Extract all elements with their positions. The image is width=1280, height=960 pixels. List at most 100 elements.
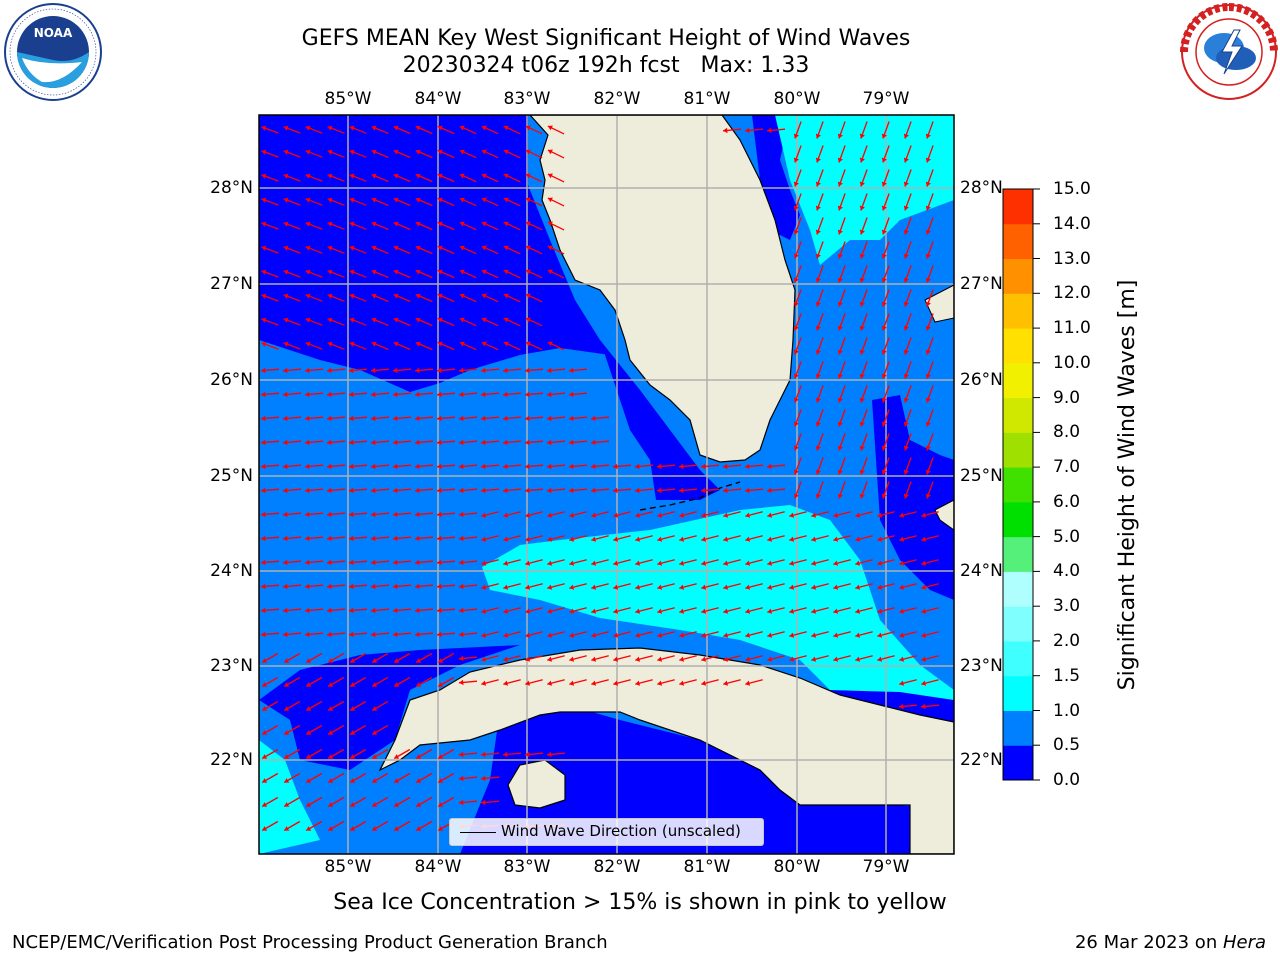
wave-direction-arrowhead (723, 487, 728, 494)
wave-direction-arrowhead (503, 197, 509, 203)
wave-direction-arrowhead (881, 445, 887, 451)
wave-direction-arrowhead (371, 631, 376, 638)
wave-direction-arrowhead (635, 656, 641, 662)
wave-direction-arrowhead (327, 245, 333, 251)
wave-direction-arrowhead (394, 778, 400, 783)
wave-direction-arrowhead (481, 799, 486, 806)
wave-direction-arrowhead (371, 197, 377, 203)
wave-direction-arrowhead (679, 656, 685, 662)
wave-direction-arrowhead (349, 463, 354, 470)
wave-direction-arrowhead (903, 133, 909, 139)
wave-direction-arrowhead (261, 317, 267, 323)
wave-direction-arrowhead (569, 487, 574, 494)
wave-direction-arrowhead (815, 229, 821, 235)
wave-direction-arrowhead (481, 317, 487, 323)
wave-direction-arrowhead (525, 512, 531, 518)
wave-direction-arrowhead (261, 173, 267, 179)
wave-direction-arrowhead (261, 535, 266, 542)
wave-direction-arrowhead (481, 149, 487, 155)
wave-direction-arrowhead (415, 607, 420, 614)
wave-direction-arrowhead (837, 229, 843, 235)
wave-direction-arrowhead (789, 512, 795, 518)
wave-direction-arrowhead (305, 535, 310, 542)
colorbar-tick-label: 2.0 (1053, 630, 1081, 651)
wave-direction-arrowhead (855, 656, 861, 662)
wave-direction-arrowhead (815, 181, 821, 187)
wave-direction-arrowhead (349, 631, 354, 638)
wave-direction-arrowhead (305, 173, 311, 179)
wave-direction-arrowhead (371, 487, 376, 494)
colorbar-band (1003, 501, 1033, 538)
lat-tick-right: 25°N (960, 466, 1003, 486)
wave-direction-arrowhead (547, 512, 553, 518)
wave-direction-arrowhead (261, 125, 267, 131)
wave-direction-arrowhead (371, 391, 376, 398)
wave-direction-arrowhead (415, 125, 421, 131)
wave-direction-arrowhead (859, 349, 865, 355)
wave-direction-arrowhead (525, 536, 531, 542)
lon-tick-bottom: 85°W (324, 857, 372, 877)
wave-direction-arrowhead (921, 608, 927, 614)
wave-direction-arrowhead (925, 421, 931, 427)
wave-direction-arrowhead (349, 245, 355, 251)
wave-direction-arrowhead (657, 512, 663, 518)
wave-direction-arrowhead (657, 680, 663, 686)
wave-direction-arrowhead (657, 656, 663, 662)
wave-direction-arrowhead (837, 181, 843, 187)
colorbar-tick-label: 9.0 (1053, 387, 1081, 408)
wave-direction-arrowhead (613, 536, 619, 542)
wave-direction-arrowhead (547, 751, 552, 758)
wave-direction-arrowhead (349, 439, 354, 446)
wave-direction-arrowhead (261, 631, 266, 638)
colorbar-label: Significant Height of Wind Waves [m] (1115, 279, 1140, 691)
wave-direction-arrowhead (327, 173, 333, 179)
wave-direction-arrowhead (459, 775, 464, 782)
wave-direction-arrowhead (327, 149, 333, 155)
lon-tick-top: 83°W (503, 89, 551, 109)
lon-tick-bottom: 82°W (593, 857, 641, 877)
wave-direction-arrowhead (283, 293, 289, 299)
colorbar (1003, 188, 1040, 781)
wave-direction-arrowhead (350, 730, 356, 735)
wave-direction-arrowhead (925, 181, 931, 187)
wave-direction-arrowhead (877, 560, 883, 566)
wave-direction-arrowhead (837, 349, 843, 355)
land-isle-of-youth (507, 759, 566, 809)
wave-direction-arrowhead (350, 802, 356, 807)
wave-direction-arrowhead (371, 415, 376, 422)
wave-direction-arrowhead (328, 754, 334, 759)
wave-direction-arrowhead (416, 658, 422, 663)
wave-direction-arrowhead (613, 656, 619, 662)
colorbar-tick-label: 5.0 (1053, 526, 1081, 547)
wave-direction-arrowhead (327, 293, 333, 299)
wave-direction-arrowhead (327, 631, 332, 638)
wave-direction-arrowhead (481, 197, 487, 203)
wave-direction-arrowhead (283, 173, 289, 179)
wave-direction-arrowhead (811, 560, 817, 566)
wave-direction-arrowhead (283, 391, 288, 398)
wave-direction-arrowhead (481, 680, 487, 686)
wave-direction-arrowhead (837, 325, 843, 331)
wave-direction-arrowhead (881, 229, 887, 235)
wave-direction-arrowhead (815, 469, 821, 475)
wave-direction-arrowhead (394, 802, 400, 807)
wave-direction-arrowhead (837, 493, 843, 499)
wave-direction-arrowhead (349, 221, 355, 227)
wave-direction-arrowhead (859, 157, 865, 163)
wave-direction-arrowhead (327, 511, 332, 518)
wave-direction-arrowhead (261, 197, 267, 203)
wave-direction-arrowhead (284, 730, 290, 735)
wave-direction-arrowhead (437, 415, 442, 422)
wave-direction-arrowhead (371, 269, 377, 275)
wave-direction-arrowhead (525, 751, 530, 758)
wave-direction-arrowhead (262, 754, 268, 759)
wave-direction-arrowhead (789, 536, 795, 542)
wave-direction-arrowhead (481, 173, 487, 179)
wave-direction-arrowhead (415, 511, 420, 518)
wave-direction-arrowhead (327, 583, 332, 590)
wave-direction-arrowhead (525, 463, 530, 470)
lat-tick-left: 24°N (210, 561, 253, 581)
wave-direction-arrowhead (481, 487, 486, 494)
wave-direction-arrowhead (393, 367, 398, 374)
